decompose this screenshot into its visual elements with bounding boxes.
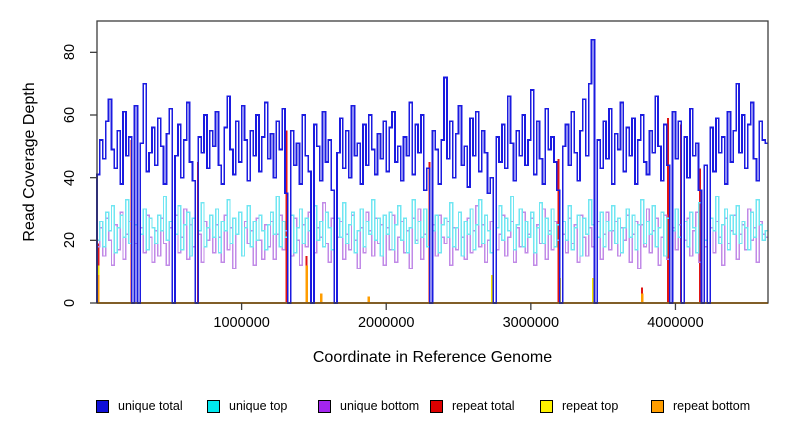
legend-item-repeat-top: repeat top xyxy=(540,399,618,413)
y-tick-label: 80 xyxy=(62,44,78,61)
legend-label: repeat bottom xyxy=(673,399,751,413)
y-tick-label: 0 xyxy=(62,298,78,308)
x-tick-label: 1000000 xyxy=(213,315,270,331)
legend-label: repeat top xyxy=(562,399,619,413)
x-tick-label: 4000000 xyxy=(647,315,704,331)
legend-swatch-repeat-top xyxy=(540,399,553,413)
x-axis-title: Coordinate in Reference Genome xyxy=(312,349,553,366)
legend-item-unique-total: unique total xyxy=(96,399,183,413)
legend-item-unique-bottom: unique bottom xyxy=(318,399,419,413)
legend-swatch-unique-total xyxy=(96,399,109,413)
legend-label: unique top xyxy=(229,399,288,413)
legend-label: unique bottom xyxy=(340,399,420,413)
legend-swatch-unique-bottom xyxy=(318,399,331,413)
y-tick-label: 40 xyxy=(62,169,78,186)
y-tick-label: 60 xyxy=(62,106,78,124)
legend-item-unique-top: unique top xyxy=(207,399,287,413)
legend-label: repeat total xyxy=(452,399,515,413)
legend-swatch-repeat-total xyxy=(430,399,443,413)
legend-label: unique total xyxy=(118,399,183,413)
legend-item-repeat-total: repeat total xyxy=(430,399,515,413)
x-tick-label: 2000000 xyxy=(357,315,415,331)
y-tick-label: 20 xyxy=(62,232,78,249)
plot-frame xyxy=(96,20,769,304)
x-tick-label: 3000000 xyxy=(502,315,560,331)
legend-swatch-unique-top xyxy=(207,399,220,413)
y-axis-title: Read Coverage Depth xyxy=(21,82,38,242)
legend-item-repeat-bottom: repeat bottom xyxy=(651,399,750,413)
legend-swatch-repeat-bottom xyxy=(651,399,664,413)
